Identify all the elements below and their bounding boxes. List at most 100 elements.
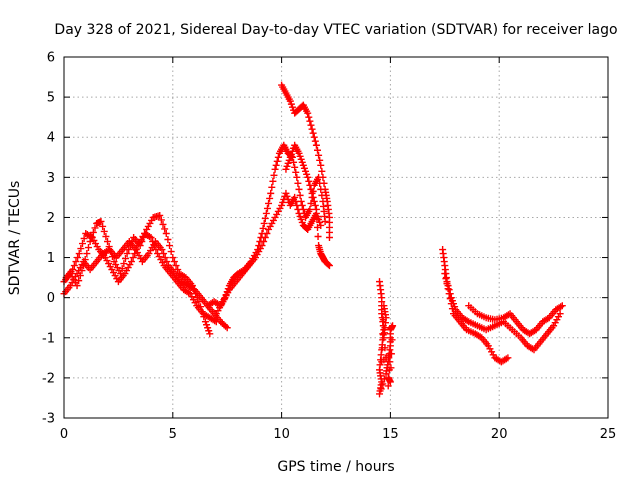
data-point	[311, 201, 319, 209]
data-point	[104, 238, 112, 246]
data-point	[325, 234, 333, 241]
data-point	[441, 270, 449, 278]
data-point	[121, 255, 129, 263]
data-point	[206, 330, 214, 338]
data-point	[305, 177, 313, 185]
data-point	[292, 197, 300, 205]
data-point	[270, 171, 278, 179]
data-point	[293, 201, 301, 209]
data-point	[266, 194, 274, 202]
data-point	[310, 133, 318, 141]
data-point	[80, 235, 88, 243]
data-point	[310, 197, 318, 205]
data-point	[259, 224, 267, 232]
data-point	[129, 254, 137, 262]
y-tick-label: -1	[42, 331, 55, 346]
y-tick-label: 3	[47, 171, 55, 186]
data-point	[70, 262, 78, 270]
data-point	[291, 163, 299, 171]
data-point	[160, 250, 168, 258]
data-point	[263, 229, 271, 237]
data-point	[324, 261, 332, 269]
data-point	[262, 209, 270, 217]
data-point	[75, 250, 83, 258]
data-point	[263, 204, 271, 212]
y-tick-label: 5	[47, 91, 55, 106]
data-point	[169, 254, 177, 262]
data-point	[73, 282, 81, 290]
data-point	[307, 185, 315, 193]
data-point	[308, 189, 316, 197]
data-point	[294, 205, 302, 213]
data-point	[269, 177, 277, 185]
data-point	[267, 189, 275, 197]
data-point	[72, 258, 80, 266]
data-point	[447, 300, 455, 308]
y-tick-label: 0	[47, 291, 55, 306]
data-point	[309, 193, 317, 201]
data-point	[91, 224, 99, 232]
data-point	[69, 266, 77, 274]
data-point	[273, 157, 281, 165]
data-point	[159, 220, 167, 228]
data-point	[161, 225, 169, 233]
data-point	[304, 109, 312, 117]
data-point	[442, 275, 450, 283]
data-point	[265, 199, 273, 207]
data-point	[312, 205, 320, 213]
data-point	[306, 117, 314, 125]
x-tick-label: 0	[60, 427, 68, 442]
data-point	[388, 336, 396, 344]
data-point	[556, 310, 564, 318]
data-point	[84, 244, 92, 252]
x-tick-label: 10	[273, 427, 290, 442]
data-point	[504, 311, 512, 319]
data-point	[296, 191, 304, 199]
data-point	[212, 318, 220, 326]
data-point	[157, 216, 165, 224]
data-point	[172, 262, 180, 270]
data-point	[558, 302, 566, 310]
data-point	[211, 317, 219, 325]
y-tick-label: -3	[42, 412, 55, 427]
data-point	[311, 137, 319, 145]
x-tick-label: 20	[491, 427, 508, 442]
y-tick-label: 2	[47, 211, 55, 226]
data-point	[125, 246, 133, 254]
data-point	[321, 217, 329, 225]
data-point	[386, 350, 394, 358]
data-point	[161, 254, 169, 262]
data-point	[305, 113, 313, 121]
grid	[64, 57, 608, 418]
data-point	[222, 322, 230, 330]
data-point	[268, 183, 276, 191]
data-point	[380, 302, 388, 310]
data-point	[120, 260, 128, 268]
data-point	[316, 156, 324, 164]
data-point	[319, 173, 327, 181]
data-point	[502, 355, 510, 363]
data-point	[444, 285, 452, 293]
data-point	[443, 280, 451, 288]
data-point	[170, 258, 178, 266]
data-point	[306, 181, 314, 189]
data-point	[379, 380, 387, 388]
data-point	[271, 165, 279, 173]
data-point	[274, 153, 282, 161]
data-point	[379, 330, 387, 338]
data-point	[174, 266, 182, 274]
data-point	[164, 236, 172, 244]
data-point	[314, 223, 322, 231]
data-point	[312, 141, 320, 149]
data-point	[99, 222, 107, 230]
x-tick-label: 25	[600, 427, 617, 442]
data-point	[528, 345, 536, 353]
data-point	[292, 168, 300, 176]
data-point	[307, 121, 315, 129]
data-point	[384, 382, 392, 390]
data-point	[102, 232, 110, 240]
data-point	[167, 248, 175, 256]
data-point	[87, 232, 95, 240]
data-point	[127, 258, 135, 266]
data-point	[147, 234, 155, 241]
